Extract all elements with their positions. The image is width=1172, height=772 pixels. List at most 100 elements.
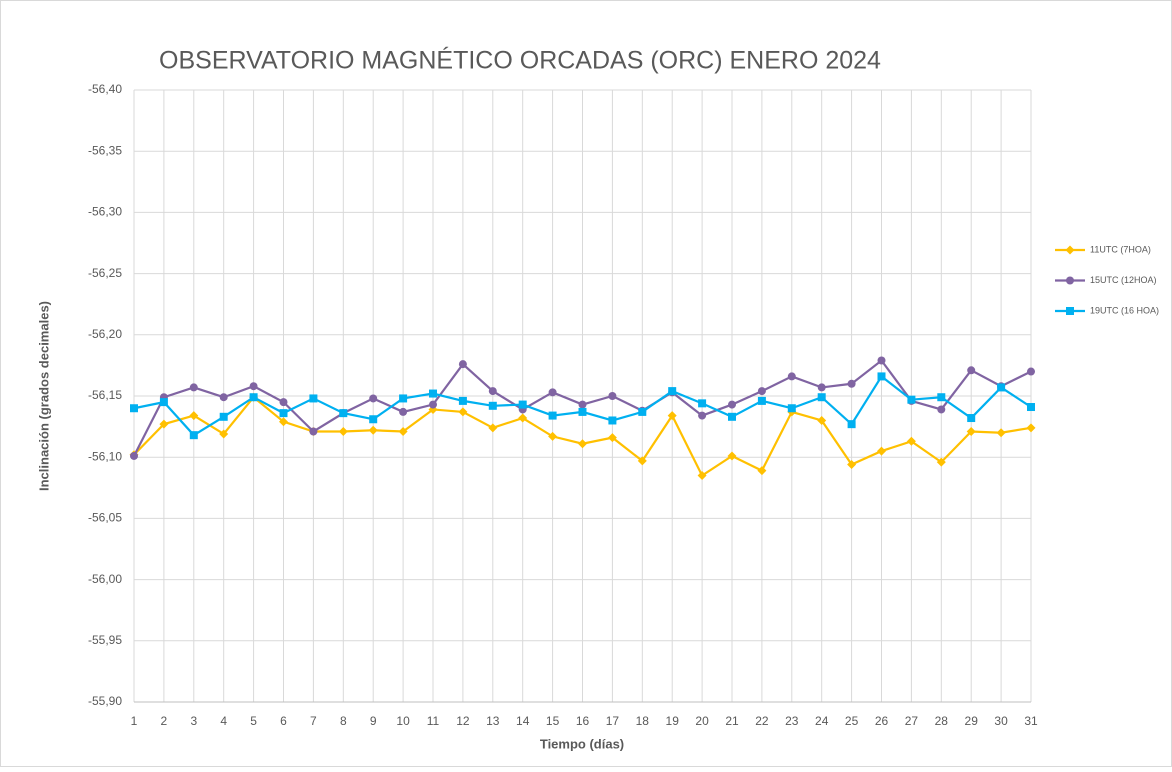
x-tick-label: 9: [370, 714, 377, 728]
legend-label: 11UTC (7HOA): [1090, 244, 1151, 254]
x-tick-label: 21: [725, 714, 739, 728]
data-point: [518, 413, 528, 423]
x-tick-label: 1: [131, 714, 138, 728]
legend-marker: [1066, 307, 1074, 315]
data-point: [1027, 403, 1035, 412]
data-point: [488, 423, 498, 433]
data-point: [398, 426, 408, 436]
data-point: [728, 400, 736, 409]
y-tick-label: -55,95: [88, 633, 122, 647]
y-tick-label: -56,05: [88, 511, 122, 525]
legend-label: 15UTC (12HOA): [1090, 275, 1157, 285]
x-tick-label: 8: [340, 714, 347, 728]
data-point: [130, 451, 138, 460]
data-point: [189, 411, 199, 421]
data-point: [189, 383, 198, 392]
data-point: [369, 415, 378, 424]
data-point: [817, 383, 826, 392]
x-tick-label: 22: [755, 714, 769, 728]
data-point: [906, 436, 916, 446]
data-point: [548, 411, 557, 420]
data-point: [997, 383, 1006, 392]
data-point: [698, 411, 707, 420]
x-axis-label: Tiempo (días): [540, 736, 624, 751]
data-point: [578, 407, 587, 416]
data-point: [996, 428, 1006, 438]
x-tick-label: 28: [935, 714, 949, 728]
data-point: [249, 393, 258, 402]
x-tick-label: 27: [905, 714, 919, 728]
data-point: [219, 393, 228, 402]
data-point: [907, 395, 916, 404]
data-point: [936, 457, 946, 467]
data-point: [967, 366, 976, 375]
data-point: [967, 414, 976, 423]
data-point: [458, 360, 467, 369]
y-tick-label: -56,10: [88, 449, 122, 463]
x-tick-label: 5: [250, 714, 257, 728]
data-point: [697, 471, 707, 481]
y-tick-label: -56,35: [88, 143, 122, 157]
x-tick-label: 6: [280, 714, 287, 728]
data-point: [159, 419, 169, 429]
data-point: [698, 399, 707, 408]
data-point: [429, 400, 437, 409]
x-tick-label: 18: [636, 714, 650, 728]
x-tick-label: 10: [396, 714, 410, 728]
data-point: [877, 446, 886, 456]
y-axis-label: Inclinación (grados decimales): [36, 301, 51, 491]
data-point: [488, 401, 497, 410]
data-point: [219, 412, 228, 421]
data-point: [638, 407, 647, 416]
data-point: [667, 411, 677, 421]
data-point: [219, 429, 229, 439]
data-point: [727, 451, 737, 461]
data-point: [757, 466, 767, 476]
data-point: [787, 372, 796, 381]
data-point: [518, 400, 527, 409]
x-tick-label: 20: [695, 714, 709, 728]
data-point: [458, 396, 467, 405]
x-tick-label: 23: [785, 714, 799, 728]
legend-marker: [1066, 276, 1074, 285]
x-tick-label: 31: [1024, 714, 1038, 728]
y-tick-label: -56,25: [88, 266, 122, 280]
data-point: [458, 407, 468, 417]
x-tick-label: 3: [190, 714, 197, 728]
data-point: [368, 425, 378, 435]
data-point: [847, 379, 856, 388]
data-point: [399, 394, 408, 403]
data-point: [637, 456, 647, 466]
data-point: [817, 415, 827, 425]
x-tick-label: 14: [516, 714, 530, 728]
chart-title: OBSERVATORIO MAGNÉTICO ORCADAS (ORC) ENE…: [159, 46, 881, 75]
x-tick-label: 13: [486, 714, 500, 728]
legend-marker: [1065, 245, 1075, 255]
x-tick-label: 26: [875, 714, 889, 728]
y-tick-label: -56,40: [88, 82, 122, 96]
data-point: [548, 431, 558, 441]
data-point: [817, 393, 826, 402]
data-point: [339, 409, 348, 418]
data-point: [937, 405, 946, 414]
x-tick-label: 25: [845, 714, 859, 728]
data-point: [309, 394, 318, 403]
data-point: [369, 394, 378, 403]
data-point: [668, 387, 677, 396]
x-tick-label: 17: [606, 714, 620, 728]
y-tick-label: -55,90: [88, 694, 122, 708]
x-tick-label: 16: [576, 714, 590, 728]
data-point: [1027, 367, 1035, 376]
data-point: [130, 404, 138, 413]
data-point: [966, 426, 976, 436]
data-point: [608, 416, 617, 425]
y-tick-label: -56,15: [88, 388, 122, 402]
data-point: [159, 398, 168, 407]
data-point: [578, 400, 587, 409]
x-tick-label: 29: [965, 714, 979, 728]
x-tick-label: 2: [161, 714, 168, 728]
x-tick-label: 15: [546, 714, 560, 728]
